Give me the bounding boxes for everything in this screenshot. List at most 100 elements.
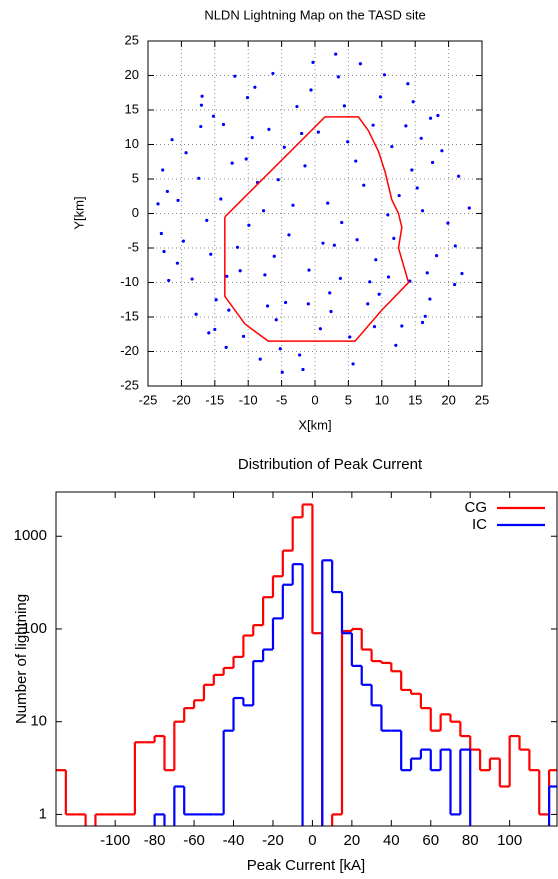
point xyxy=(199,103,204,107)
x-axis-label: X[km] xyxy=(298,417,331,432)
point xyxy=(411,100,415,104)
y-tick-label: 100 xyxy=(22,620,47,637)
y-tick-label: -25 xyxy=(120,377,139,392)
point xyxy=(167,278,171,283)
point xyxy=(394,343,398,347)
point xyxy=(200,94,204,98)
x-tick-label: 10 xyxy=(375,392,389,407)
point xyxy=(453,244,457,248)
point xyxy=(371,123,375,127)
x-tick-label: -40 xyxy=(223,832,245,849)
point xyxy=(261,209,266,213)
y-tick-label: -15 xyxy=(120,308,139,323)
point xyxy=(233,74,237,78)
point xyxy=(298,353,302,357)
point xyxy=(358,62,363,66)
point xyxy=(434,253,439,258)
point xyxy=(423,314,427,318)
point xyxy=(287,233,291,237)
point xyxy=(156,202,160,206)
point xyxy=(374,258,378,262)
x-axis-label: Peak Current [kA] xyxy=(247,857,365,874)
x-tick-label: 0 xyxy=(308,832,316,849)
point xyxy=(328,291,332,295)
x-tick-label: -20 xyxy=(172,392,191,407)
point xyxy=(190,277,194,281)
point xyxy=(425,271,429,275)
x-tick-label: -80 xyxy=(144,832,166,849)
point xyxy=(419,136,423,140)
plot-area xyxy=(156,52,471,374)
point xyxy=(300,131,304,136)
point xyxy=(340,220,344,225)
point xyxy=(250,136,254,140)
point xyxy=(247,223,251,227)
point xyxy=(386,275,391,279)
point xyxy=(291,203,295,207)
point xyxy=(336,75,340,79)
point xyxy=(274,318,278,322)
point xyxy=(176,198,180,202)
point xyxy=(368,280,372,284)
point xyxy=(184,151,188,155)
y-tick-label: -5 xyxy=(127,239,139,254)
x-tick-label: 20 xyxy=(344,832,361,849)
x-tick-label: -20 xyxy=(262,832,284,849)
point xyxy=(207,331,211,335)
point xyxy=(295,104,299,109)
point xyxy=(241,334,246,338)
y-tick-label: 20 xyxy=(125,67,139,82)
x-tick-label: 20 xyxy=(441,392,455,407)
point xyxy=(303,164,307,168)
y-tick-label: 1 xyxy=(39,805,47,822)
point xyxy=(457,174,461,178)
point xyxy=(378,95,383,99)
point xyxy=(181,239,186,243)
point xyxy=(161,168,165,172)
point xyxy=(213,327,217,332)
x-tick-label: 80 xyxy=(462,832,479,849)
point xyxy=(321,241,325,245)
point xyxy=(342,104,346,108)
legend-label: CG xyxy=(465,499,488,516)
point xyxy=(280,370,284,374)
point xyxy=(276,178,280,182)
point xyxy=(440,149,444,153)
point xyxy=(467,206,471,210)
point xyxy=(362,183,366,187)
point xyxy=(453,282,457,287)
point xyxy=(309,88,313,92)
x-tick-label: 40 xyxy=(383,832,400,849)
point xyxy=(235,245,240,249)
point xyxy=(428,116,433,120)
point xyxy=(377,292,381,296)
y-tick-label: 0 xyxy=(132,205,139,220)
point xyxy=(404,124,408,128)
point xyxy=(272,254,276,258)
y-tick-label: 25 xyxy=(125,32,139,47)
point xyxy=(225,274,229,278)
x-tick-label: 15 xyxy=(408,392,422,407)
x-tick-label: 60 xyxy=(422,832,439,849)
y-tick-label: 15 xyxy=(125,101,139,116)
point xyxy=(460,271,464,276)
x-tick-label: 0 xyxy=(311,392,318,407)
point xyxy=(372,325,377,329)
point xyxy=(165,189,169,194)
legend-label: IC xyxy=(472,516,487,533)
point xyxy=(420,209,425,213)
point xyxy=(159,231,163,236)
x-tick-label: 5 xyxy=(345,392,352,407)
plot-frame xyxy=(55,491,558,827)
boundary-line xyxy=(224,116,410,342)
point xyxy=(199,124,203,129)
point xyxy=(446,221,450,225)
y-tick-label: -10 xyxy=(120,274,139,289)
point xyxy=(271,71,275,76)
point xyxy=(205,218,209,222)
point xyxy=(263,273,267,277)
point xyxy=(338,276,342,280)
point xyxy=(224,345,228,349)
